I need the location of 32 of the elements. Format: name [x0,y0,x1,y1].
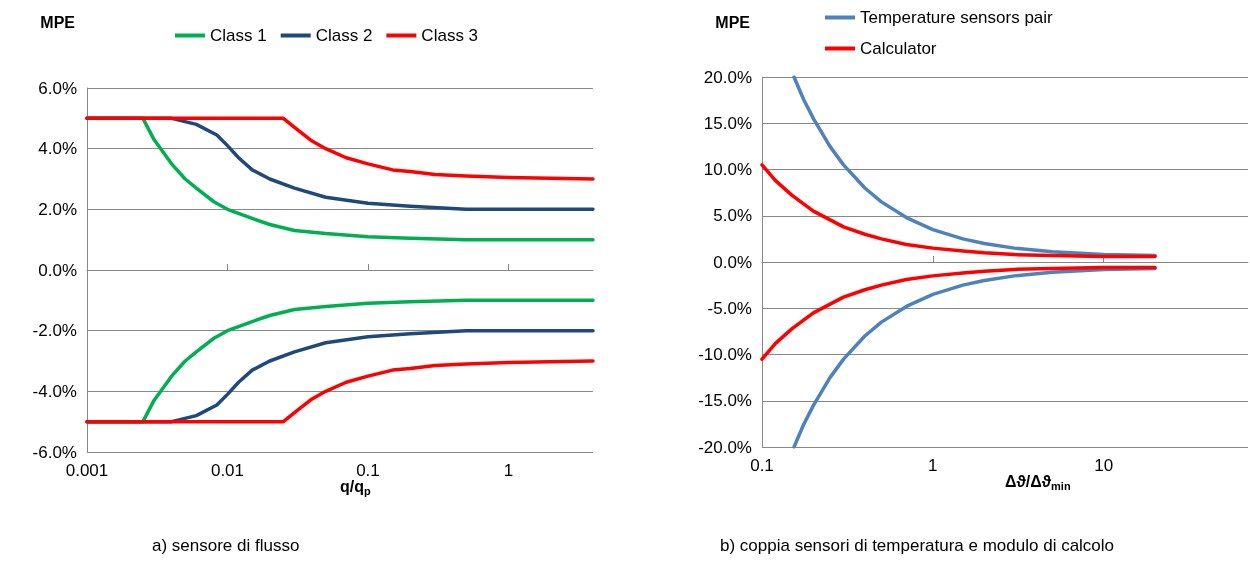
x-tick-label: 10 [1094,456,1114,475]
y-axis-title: MPE [715,13,751,31]
y-tick-label: 5.0% [713,206,752,226]
y-tick-label: -4.0% [32,381,77,401]
y-tick-label: 0.0% [38,260,77,280]
y-axis-title: MPE [40,13,76,31]
y-tick-label: -15.0% [698,391,752,411]
text: a) sensore di flusso [152,536,300,555]
y-tick-label: 2.0% [38,199,77,219]
x-tick-label: 1 [503,461,514,480]
y-tick-label: -20.0% [698,437,752,457]
y-tick-label: 10.0% [703,160,752,179]
x-tick-label: 0.001 [65,461,109,480]
y-tick-label: 4.0% [38,139,77,159]
y-tick-label: -5.0% [707,298,752,318]
legend-label: Class 2 [315,26,373,45]
y-tick-label: 15.0% [703,113,752,133]
text: b) coppia sensori di temperatura e modulo di calcolo [720,536,1115,555]
legend-label: Temperature sensors pair [860,8,1054,27]
y-tick-label: 6.0% [38,78,77,98]
legend-label: Class 3 [421,26,479,45]
y-tick-label: 0.0% [713,252,752,272]
y-tick-label: 20.0% [703,67,752,87]
y-tick-label: -2.0% [32,321,77,341]
x-tick-label: 0.01 [210,461,245,480]
x-tick-label: 0.1 [356,461,380,480]
legend-label: Class 1 [210,26,267,45]
x-tick-label: 1 [928,456,938,475]
legend-label: Calculator [860,39,937,58]
y-tick-label: -10.0% [698,345,752,364]
y-tick-label: -6.0% [32,442,77,462]
x-tick-label: 0.1 [750,456,774,475]
